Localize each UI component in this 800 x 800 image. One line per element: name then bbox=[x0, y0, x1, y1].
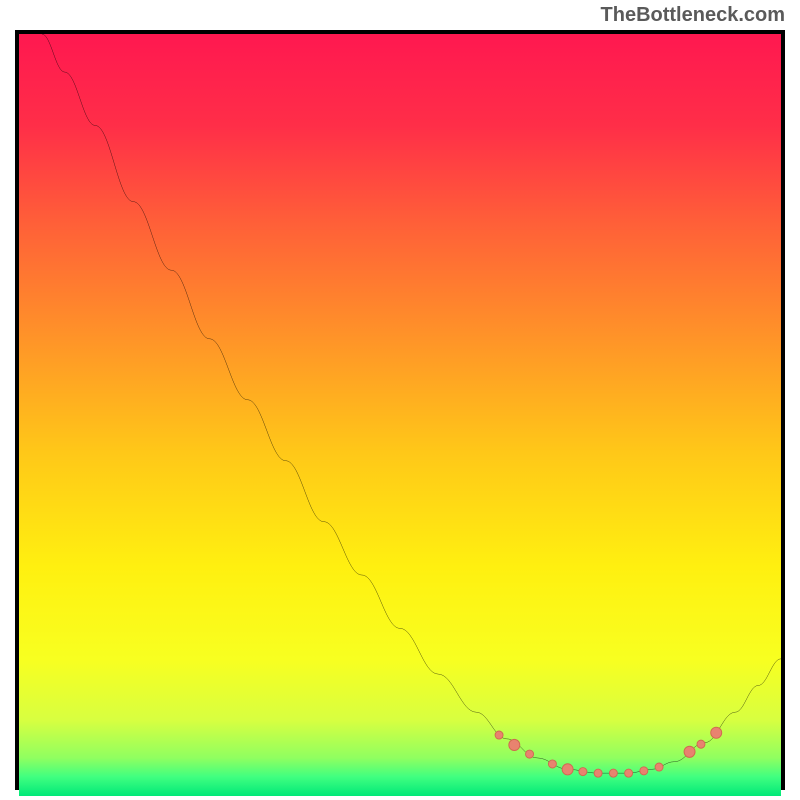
curve-marker bbox=[495, 731, 503, 739]
curve-marker bbox=[609, 769, 617, 777]
curve-marker bbox=[594, 769, 602, 777]
curve-marker bbox=[640, 767, 648, 775]
bottleneck-curve bbox=[42, 34, 781, 773]
curve-marker bbox=[684, 746, 695, 757]
curve-marker bbox=[548, 760, 556, 768]
curve-marker bbox=[579, 768, 587, 776]
bottleneck-chart bbox=[15, 30, 785, 790]
chart-curve-layer bbox=[19, 34, 781, 796]
curve-marker bbox=[697, 740, 705, 748]
curve-marker bbox=[562, 764, 573, 775]
curve-marker bbox=[711, 727, 722, 738]
curve-marker bbox=[625, 769, 633, 777]
curve-marker bbox=[655, 763, 663, 771]
curve-marker bbox=[509, 739, 520, 750]
watermark-text: TheBottleneck.com bbox=[601, 4, 785, 27]
curve-markers bbox=[495, 727, 722, 777]
curve-marker bbox=[526, 750, 534, 758]
